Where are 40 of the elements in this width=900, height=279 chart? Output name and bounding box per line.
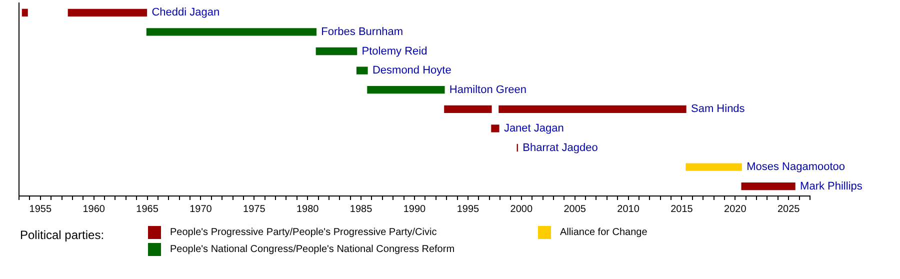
x-tick-label: 2015 (670, 204, 694, 215)
y-tick-label: Ptolemy Reid (362, 45, 428, 58)
x-tick-label: 1960 (82, 204, 106, 215)
bar (146, 28, 316, 36)
y-tick-label: Hamilton Green (449, 84, 526, 96)
x-tick-label: 1990 (403, 204, 426, 215)
legend-title: Political parties: (20, 228, 104, 242)
legend-label: People's Progressive Party/People's Progressive Party/Civic (170, 227, 437, 238)
legend-label: People's National Congress/People's National Congress Reform (170, 244, 455, 255)
legend-label: Alliance for Change (560, 227, 648, 238)
bar (491, 124, 500, 132)
bar (68, 8, 148, 16)
y-tick-label: Bharrat Jagdeo (522, 142, 598, 154)
y-tick-label: Moses Nagamootoo (746, 161, 846, 174)
x-tick-label: 1995 (456, 204, 480, 215)
bar (686, 163, 742, 171)
y-tick-label: Forbes Burnham (321, 26, 404, 38)
y-tick-label: Mark Phillips (800, 180, 863, 192)
x-tick-label: 1970 (190, 204, 212, 215)
x-tick-label: 2005 (564, 204, 586, 215)
bar (444, 105, 492, 113)
bar (367, 86, 445, 94)
x-tick-label: 1955 (29, 204, 52, 215)
x-tick-label: 2025 (777, 204, 800, 215)
y-tick-label: Janet Jagan (504, 122, 564, 134)
x-tick-label: 1985 (350, 204, 373, 215)
bar (316, 47, 358, 56)
y-tick-label: Cheddi Jagan (152, 6, 220, 19)
x-tick-label: 1965 (136, 204, 159, 215)
y-tick-label: Sam Hinds (691, 103, 746, 116)
x-tick-label: 2020 (724, 204, 747, 215)
bar (741, 182, 796, 190)
y-tick-label: Desmond Hoyte (372, 64, 452, 77)
bar (498, 105, 686, 113)
bar (356, 66, 368, 74)
x-tick-label: 1975 (243, 204, 266, 215)
x-tick-label: 1980 (296, 204, 320, 215)
bar (22, 8, 28, 16)
x-tick-label: 2010 (617, 204, 640, 215)
x-tick-label: 2000 (510, 204, 533, 215)
